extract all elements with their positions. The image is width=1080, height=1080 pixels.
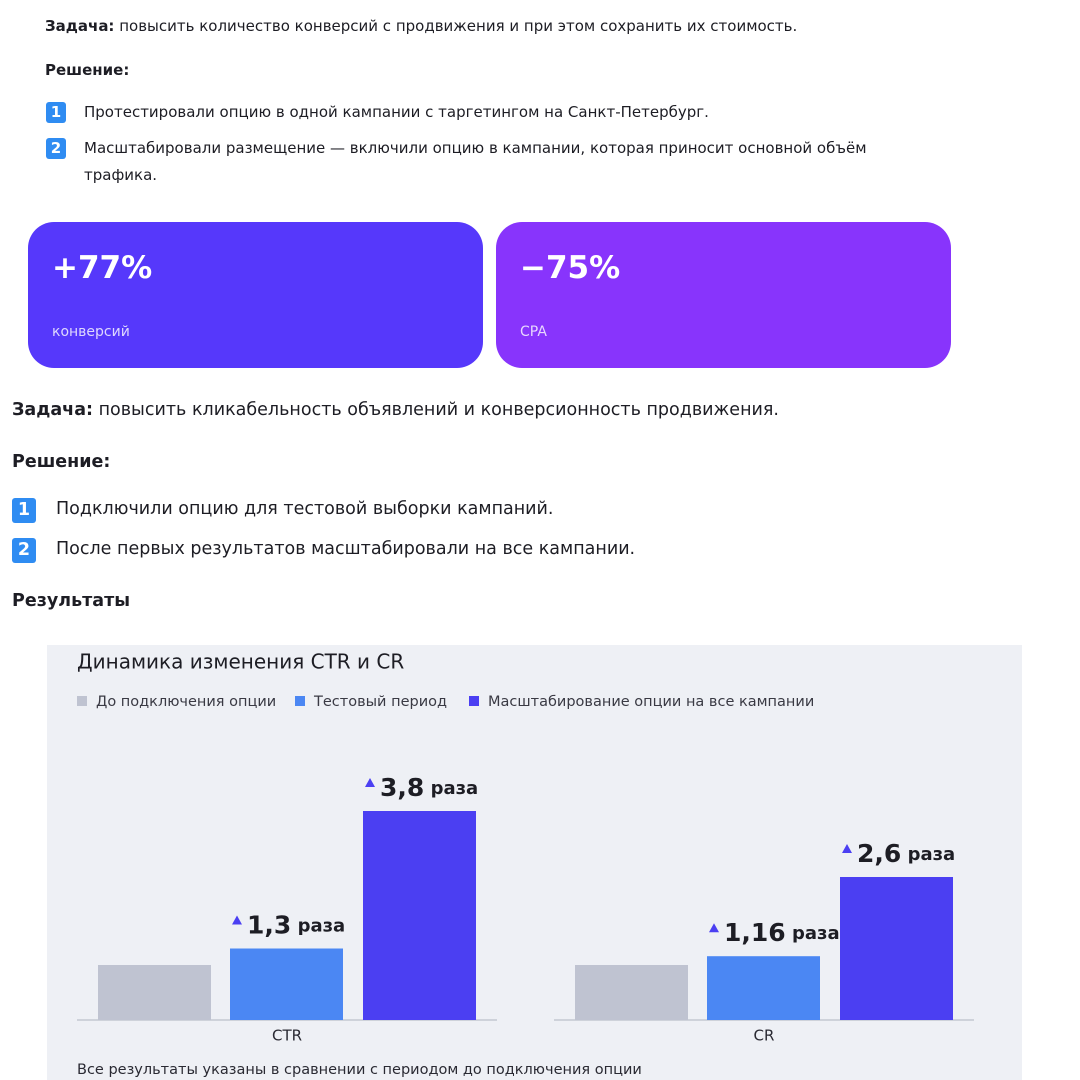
legend-label: Масштабирование опции на все кампании	[488, 694, 814, 710]
result-label: конверсий	[52, 324, 130, 340]
result-label: CPA	[520, 324, 547, 340]
step-text: Подключили опцию для тестовой выборки ка…	[56, 499, 554, 519]
task: Задача: повысить количество конверсий с …	[45, 17, 797, 35]
x-tick-label: CTR	[272, 1027, 302, 1045]
bar	[575, 965, 688, 1020]
result-card: +77% конверсий	[28, 222, 483, 368]
legend-label: Тестовый период	[313, 694, 447, 710]
step-text: Протестировали опцию в одной кампании с …	[84, 103, 709, 121]
results-title: Результаты	[12, 591, 131, 611]
step-number: 1	[12, 498, 36, 523]
bar	[363, 811, 476, 1020]
step-text: После первых результатов масштабировали …	[56, 539, 636, 559]
legend-swatch	[469, 696, 479, 706]
legend-swatch	[295, 696, 305, 706]
value-label: 2,6 раза	[857, 839, 955, 868]
bar	[840, 877, 953, 1020]
bar	[707, 956, 820, 1020]
legend-label: До подключения опции	[96, 694, 276, 710]
up-marker	[709, 923, 719, 933]
chart-title: Динамика изменения CTR и CR	[77, 650, 404, 674]
value-label: 1,3 раза	[247, 911, 345, 940]
chart-note: Все результаты указаны в сравнении с пер…	[77, 1062, 642, 1078]
bar	[98, 965, 211, 1020]
step-number: 2	[12, 538, 36, 563]
x-tick-label: CR	[754, 1027, 775, 1045]
value-label: 3,8 раза	[380, 773, 478, 802]
task-label: Задача:	[45, 17, 115, 35]
task-text: повысить количество конверсий с продвиже…	[119, 17, 798, 35]
solution-label: Решение:	[12, 452, 111, 472]
result-value: +77%	[52, 250, 153, 286]
up-marker	[232, 915, 242, 925]
task-label: Задача:	[12, 400, 94, 420]
value-label: 1,16 раза	[724, 918, 840, 947]
up-marker	[842, 844, 852, 853]
result-card: −75% CPA	[496, 222, 951, 368]
step-text: Масштабировали размещение — включили опц…	[84, 139, 867, 184]
legend-swatch	[77, 696, 87, 706]
step-number: 1	[46, 102, 66, 123]
bar	[230, 948, 343, 1020]
up-marker	[365, 778, 375, 787]
step-number: 2	[46, 138, 66, 159]
chart: Динамика изменения CTR и CR Все результа…	[47, 645, 1022, 1080]
solution-label: Решение:	[45, 61, 130, 79]
result-value: −75%	[520, 250, 621, 286]
task: Задача: повысить кликабельность объявлен…	[12, 400, 779, 420]
task-text: повысить кликабельность объявлений и кон…	[98, 400, 779, 420]
